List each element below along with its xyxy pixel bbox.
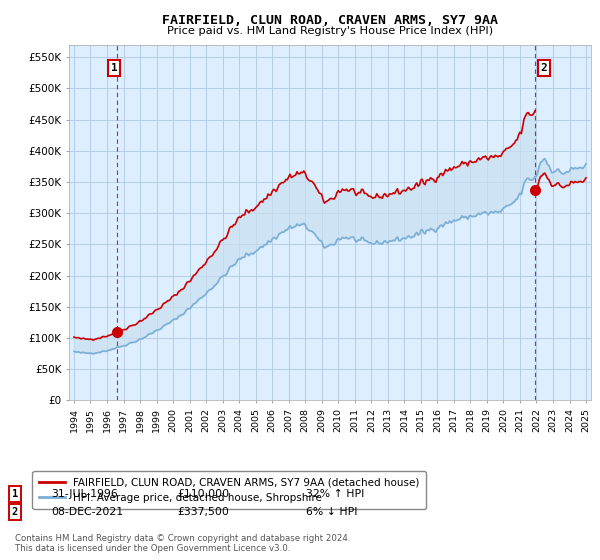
Text: FAIRFIELD, CLUN ROAD, CRAVEN ARMS, SY7 9AA: FAIRFIELD, CLUN ROAD, CRAVEN ARMS, SY7 9…: [162, 14, 498, 27]
Text: Price paid vs. HM Land Registry's House Price Index (HPI): Price paid vs. HM Land Registry's House …: [167, 26, 493, 36]
Text: £110,000: £110,000: [177, 489, 229, 499]
Text: 1: 1: [12, 489, 18, 499]
Text: 08-DEC-2021: 08-DEC-2021: [51, 507, 123, 517]
Legend: FAIRFIELD, CLUN ROAD, CRAVEN ARMS, SY7 9AA (detached house), HPI: Average price,: FAIRFIELD, CLUN ROAD, CRAVEN ARMS, SY7 9…: [32, 472, 425, 509]
Text: 31-JUL-1996: 31-JUL-1996: [51, 489, 118, 499]
Text: 1: 1: [111, 63, 118, 73]
Text: 2: 2: [12, 507, 18, 517]
Text: Contains HM Land Registry data © Crown copyright and database right 2024.
This d: Contains HM Land Registry data © Crown c…: [15, 534, 350, 553]
Text: 2: 2: [541, 63, 547, 73]
Text: 32% ↑ HPI: 32% ↑ HPI: [306, 489, 364, 499]
Text: £337,500: £337,500: [177, 507, 229, 517]
Text: 6% ↓ HPI: 6% ↓ HPI: [306, 507, 358, 517]
